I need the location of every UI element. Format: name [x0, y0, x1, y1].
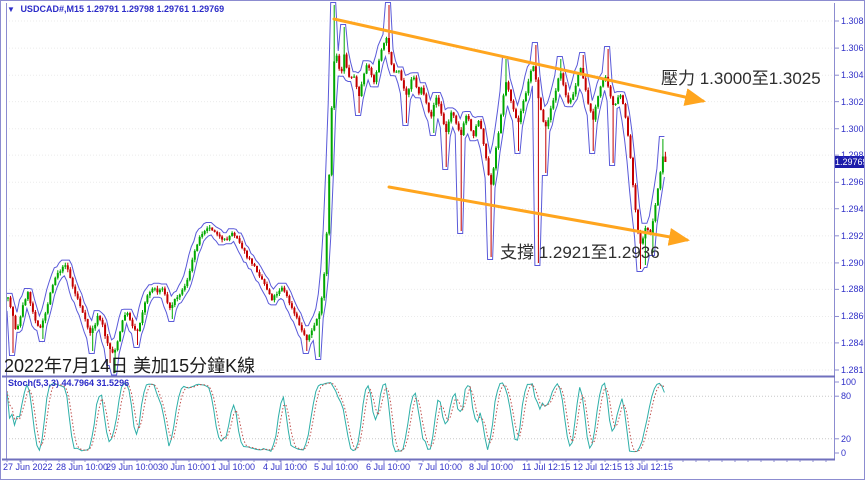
chart-caption-text[interactable]: 2022年7月14日 美加15分鐘K線: [4, 356, 256, 376]
envelope-lower-line[interactable]: [6, 54, 665, 376]
stoch-axis-label: 80: [841, 391, 852, 402]
time-axis-label: 7 Jul 10:00: [418, 462, 463, 472]
support-annotation[interactable]: 支撐 1.2921至1.2936: [500, 243, 660, 262]
time-axis-label: 12 Jul 12:15: [573, 462, 623, 472]
price-axis-label: 1.29615: [841, 177, 864, 188]
time-axis-label: 29 Jun 10:00: [106, 462, 159, 472]
support-trendline[interactable]: [387, 185, 690, 246]
symbol-title: USDCAD#,M15: [20, 4, 84, 14]
price-axis-label: 1.28600: [841, 311, 864, 322]
price-axis-label: 1.28805: [841, 284, 864, 295]
chart-title-bar: ▼ USDCAD#,M15 1.29791 1.29798 1.29761 1.…: [7, 4, 224, 14]
price-axis-label: 1.28400: [841, 337, 864, 348]
price-axis-label: 1.30225: [841, 96, 864, 107]
envelope-upper-line[interactable]: [7, 2, 665, 341]
time-axis-label: 4 Jul 10:00: [263, 462, 308, 472]
resistance-trendline[interactable]: [332, 17, 706, 106]
symbol-dropdown-icon[interactable]: ▼: [7, 5, 15, 14]
resistance-annotation[interactable]: 壓力 1.3000至1.3025: [661, 69, 821, 88]
price-axis-label: 1.30425: [841, 70, 864, 81]
time-axis-label: 30 Jun 10:00: [158, 462, 211, 472]
stoch-k-line[interactable]: [6, 382, 665, 453]
stoch-axis-label: 100: [841, 377, 857, 387]
candles-down: [9, 5, 667, 363]
price-axis-label: 1.30630: [841, 43, 864, 54]
price-axis-label: 1.29210: [841, 230, 864, 241]
ohlc-values: 1.29791 1.29798 1.29761 1.29769: [86, 4, 225, 14]
price-axis-label: 1.29415: [841, 203, 864, 214]
stoch-axis-label: 20: [841, 433, 852, 444]
time-axis-label: 11 Jul 12:15: [522, 462, 571, 472]
time-axis-label: 8 Jul 10:00: [469, 462, 514, 472]
candles-up: [7, 5, 664, 373]
time-axis-label: 27 Jun 2022: [3, 462, 53, 472]
price-axis-label: 1.30835: [841, 16, 864, 26]
time-axis-label: 28 Jun 10:00: [56, 462, 109, 472]
price-axis-label: 1.30020: [841, 123, 864, 134]
stoch-axis-label: 0: [841, 448, 847, 458]
price-axis-label: 1.28195: [841, 365, 864, 375]
stoch-d-line[interactable]: [6, 382, 665, 453]
time-axis-label: 6 Jul 10:00: [366, 462, 411, 472]
time-axis-label: 5 Jul 10:00: [314, 462, 359, 472]
time-axis-label: 13 Jul 12:15: [624, 462, 674, 472]
price-axis-label: 1.29005: [841, 257, 864, 268]
stoch-indicator-label: Stoch(5,3,3) 44.7964 31.5296: [8, 378, 130, 388]
price-axis-label: 1.29820: [841, 150, 864, 161]
current-price-badge: 1.29769: [835, 155, 865, 168]
time-axis-label: 1 Jul 10:00: [211, 462, 256, 472]
